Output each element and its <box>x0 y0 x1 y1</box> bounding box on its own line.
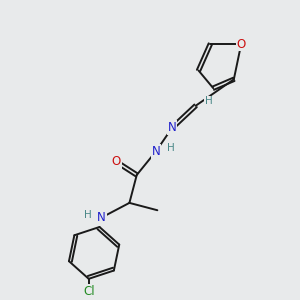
Text: O: O <box>237 38 246 50</box>
Text: H: H <box>205 96 213 106</box>
Text: N: N <box>97 211 106 224</box>
Text: N: N <box>168 122 176 134</box>
Text: H: H <box>84 210 92 220</box>
Text: Cl: Cl <box>83 285 94 298</box>
Text: N: N <box>152 145 160 158</box>
Text: O: O <box>112 155 121 168</box>
Text: H: H <box>167 143 175 154</box>
